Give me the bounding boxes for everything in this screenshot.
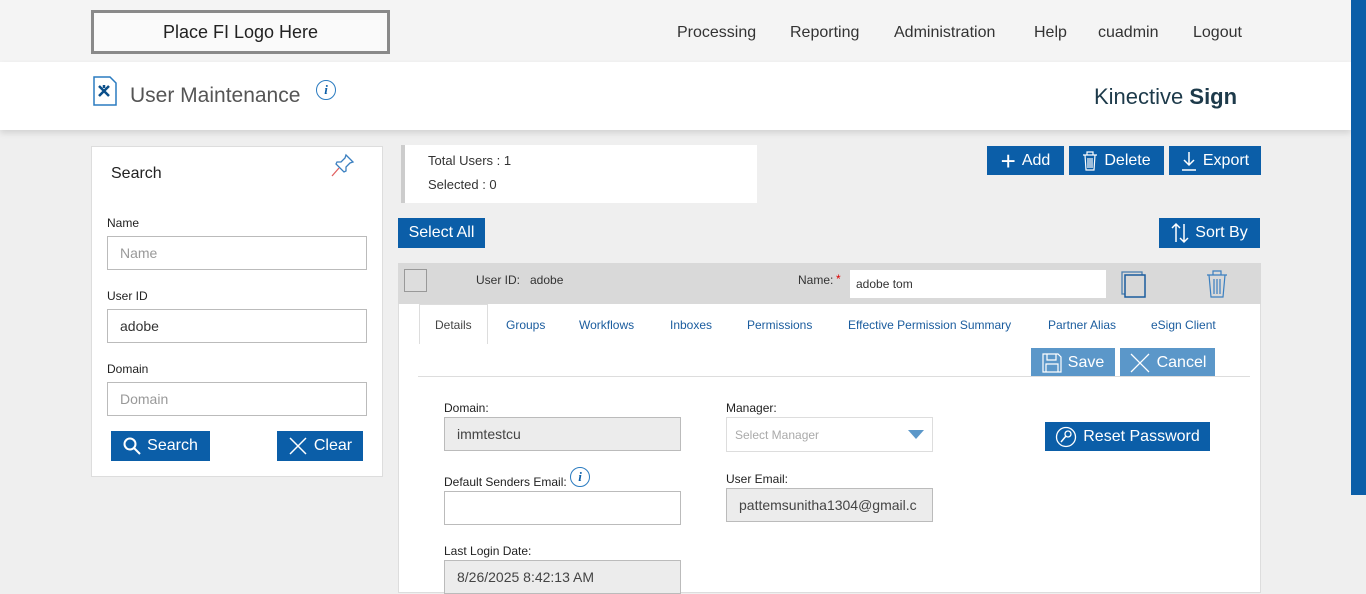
user-email-label: User Email: [726, 472, 789, 486]
default-senders-email-input[interactable] [444, 491, 681, 525]
scrollbar[interactable] [1351, 0, 1366, 495]
brand-logo: Kinective Sign [1094, 84, 1238, 109]
name-label: Name [107, 216, 140, 230]
page-header [0, 62, 1351, 130]
info-icon[interactable]: i [570, 467, 590, 487]
sort-icon [1171, 222, 1189, 244]
user-name-input[interactable]: adobe tom [850, 270, 1106, 298]
user-maintenance-icon [93, 76, 117, 106]
plus-icon: + [1000, 145, 1016, 176]
tab-groups[interactable]: Groups [506, 318, 546, 332]
save-icon [1042, 352, 1062, 373]
page-title: User Maintenance [130, 84, 301, 107]
add-button[interactable]: + Add [987, 146, 1064, 175]
required-marker: * [836, 272, 841, 286]
manager-select[interactable]: Select Manager [726, 417, 933, 452]
userid-input[interactable]: adobe [107, 309, 367, 343]
domain-label: Domain [107, 362, 149, 376]
domain-field-label: Domain: [444, 401, 489, 415]
delete-user-icon[interactable] [1206, 270, 1228, 298]
tab-inboxes[interactable]: Inboxes [670, 318, 713, 332]
tab-effective-permission-summary[interactable]: Effective Permission Summary [848, 318, 1012, 332]
domain-input[interactable]: Domain [107, 382, 367, 416]
tab-esign-client[interactable]: eSign Client [1151, 318, 1216, 332]
user-email-field[interactable]: pattemsunitha1304@gmail.c [726, 488, 933, 522]
total-users: Total Users : 1 [428, 153, 512, 168]
stats-box [401, 145, 757, 203]
select-all-button[interactable]: Select All [398, 218, 485, 248]
tab-details-bg [419, 304, 488, 344]
user-card-header [398, 263, 1261, 304]
save-button[interactable]: Save [1031, 348, 1115, 377]
userid-value: adobe [530, 273, 564, 287]
key-icon [1056, 426, 1077, 447]
pin-icon[interactable] [330, 152, 356, 178]
search-button[interactable]: Search [111, 431, 210, 461]
selected-count: Selected : 0 [428, 177, 497, 192]
delete-button[interactable]: Delete [1069, 146, 1164, 175]
name-input[interactable]: Name [107, 236, 367, 270]
close-icon [1130, 353, 1150, 372]
download-icon [1181, 151, 1196, 171]
cancel-button[interactable]: Cancel [1120, 348, 1215, 377]
export-button[interactable]: Export [1169, 146, 1261, 175]
sort-by-button[interactable]: Sort By [1159, 218, 1260, 248]
name-label: Name: [798, 273, 834, 287]
nav-user[interactable]: cuadmin [1098, 24, 1159, 41]
nav-logout[interactable]: Logout [1193, 24, 1242, 41]
clear-button[interactable]: Clear [277, 431, 363, 461]
reset-password-button[interactable]: Reset Password [1045, 422, 1210, 451]
default-senders-email-label: Default Senders Email: [444, 475, 567, 489]
tab-partner-alias[interactable]: Partner Alias [1048, 318, 1117, 332]
nav-help[interactable]: Help [1034, 24, 1067, 41]
nav-processing[interactable]: Processing [677, 24, 757, 41]
last-login-field: 8/26/2025 8:42:13 AM [444, 560, 681, 594]
manager-label: Manager: [726, 401, 777, 415]
userid-label: User ID [107, 289, 148, 303]
copy-icon[interactable] [1120, 270, 1148, 298]
chevron-down-icon [908, 429, 924, 439]
nav-reporting[interactable]: Reporting [790, 24, 860, 41]
tab-permissions[interactable]: Permissions [747, 318, 813, 332]
domain-field: immtestcu [444, 417, 681, 451]
tab-workflows[interactable]: Workflows [579, 318, 635, 332]
last-login-label: Last Login Date: [444, 544, 532, 558]
search-icon [123, 437, 141, 455]
select-user-checkbox[interactable] [404, 269, 427, 292]
tab-details[interactable]: Details [435, 318, 472, 332]
nav-administration[interactable]: Administration [894, 24, 996, 41]
info-icon[interactable]: i [316, 80, 336, 100]
logo-placeholder: Place FI Logo Here [91, 10, 390, 54]
search-title: Search [111, 165, 162, 182]
close-icon [289, 437, 307, 455]
userid-label: User ID: [476, 273, 521, 287]
trash-icon [1083, 150, 1098, 171]
divider [418, 376, 1250, 377]
